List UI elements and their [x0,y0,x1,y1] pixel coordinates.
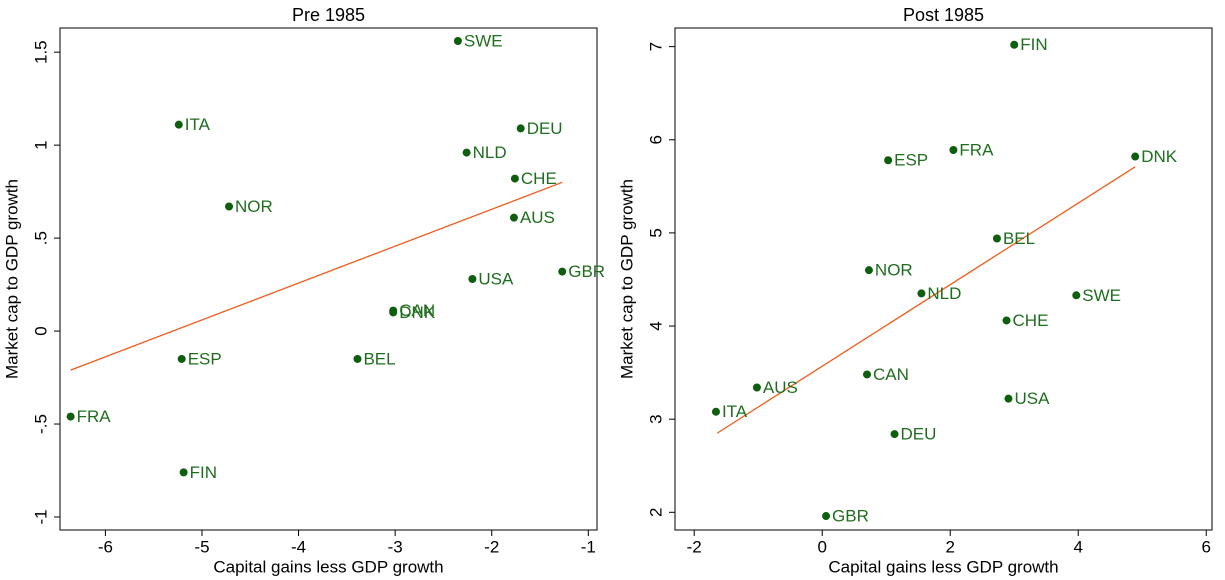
point-label: CAN [399,301,435,320]
y-tick-label: .5 [31,231,50,245]
point-label: ITA [185,115,211,134]
point-label: NLD [927,284,961,303]
x-tick-label: -3 [388,537,403,556]
plot-frame [59,27,598,531]
x-tick-label: -2 [687,537,702,556]
point [558,267,567,276]
point [864,266,873,275]
x-tick-label: 2 [945,537,954,556]
fit-line [70,181,563,371]
point [225,202,234,211]
point-label: AUS [763,378,798,397]
point [389,308,398,317]
y-axis-title: Market cap to GDP growth [2,179,21,379]
point [462,148,471,157]
x-tick-label: -6 [98,537,113,556]
point-label: AUS [520,208,555,227]
point [1002,316,1011,325]
y-tick-label: 2 [646,508,665,517]
x-axis-title: Capital gains less GDP growth [213,557,443,576]
point [917,289,926,298]
point [509,213,518,222]
point [884,156,893,165]
point [822,512,831,521]
point [353,354,362,363]
point-label: CHE [521,169,557,188]
point-label: ITA [722,402,748,421]
point-label: ESP [894,151,928,170]
point-label: GBR [568,262,605,281]
point-label: GBR [832,507,869,526]
point-label: FIN [1020,35,1047,54]
y-tick-label: 6 [646,135,665,144]
x-tick-label: -5 [194,537,209,556]
point-label: NOR [875,261,913,280]
chart-title: Post 1985 [903,5,984,25]
point-label: DEU [901,425,937,444]
y-tick-label: 7 [646,42,665,51]
point [890,430,899,439]
point-label: DNK [1141,147,1178,166]
point-label: NLD [473,143,507,162]
point [177,354,186,363]
x-axis-title: Capital gains less GDP growth [828,557,1058,576]
x-tick-label: -4 [291,537,306,556]
x-tick-label: 6 [1202,537,1211,556]
point-label: ESP [188,349,222,368]
fit-line [716,166,1136,434]
y-tick-label: 1.5 [31,40,50,64]
point-label: FRA [959,140,994,159]
point [453,37,462,46]
point-label: FRA [77,407,112,426]
point [66,412,75,421]
y-tick-label: -1 [31,509,50,524]
point [174,120,183,129]
y-tick-label: 1 [31,140,50,149]
point [510,174,519,183]
point [949,146,958,155]
point-label: NOR [235,197,273,216]
point-label: CAN [873,365,909,384]
point-label: CHE [1013,311,1049,330]
x-tick-label: -1 [581,537,596,556]
y-tick-label: 3 [646,414,665,423]
point [468,275,477,283]
point-label: USA [478,269,514,288]
point [1004,394,1013,403]
point-label: SWE [464,31,503,50]
plot-frame [674,27,1213,531]
x-tick-label: -2 [484,537,499,556]
point [863,370,872,379]
point-label: SWE [1082,286,1121,305]
point [516,124,525,133]
point-label: FIN [190,463,217,482]
point-label: DEU [527,119,563,138]
y-tick-label: 5 [646,228,665,237]
point [1131,152,1140,161]
point-label: BEL [363,349,395,368]
point [1010,40,1019,49]
x-tick-label: 0 [817,537,826,556]
point [1072,291,1081,300]
y-tick-label: -.5 [31,414,50,434]
point-label: DNK [399,303,436,322]
x-tick-label: 4 [1073,537,1082,556]
y-tick-label: 0 [31,326,50,335]
point [179,468,188,477]
point-label: BEL [1003,229,1035,248]
point [711,407,720,416]
point [752,383,761,392]
y-axis-title: Market cap to GDP growth [617,179,636,379]
point-label: USA [1014,389,1050,408]
point [992,234,1001,243]
chart-title: Pre 1985 [292,5,365,25]
y-tick-label: 4 [646,321,665,330]
